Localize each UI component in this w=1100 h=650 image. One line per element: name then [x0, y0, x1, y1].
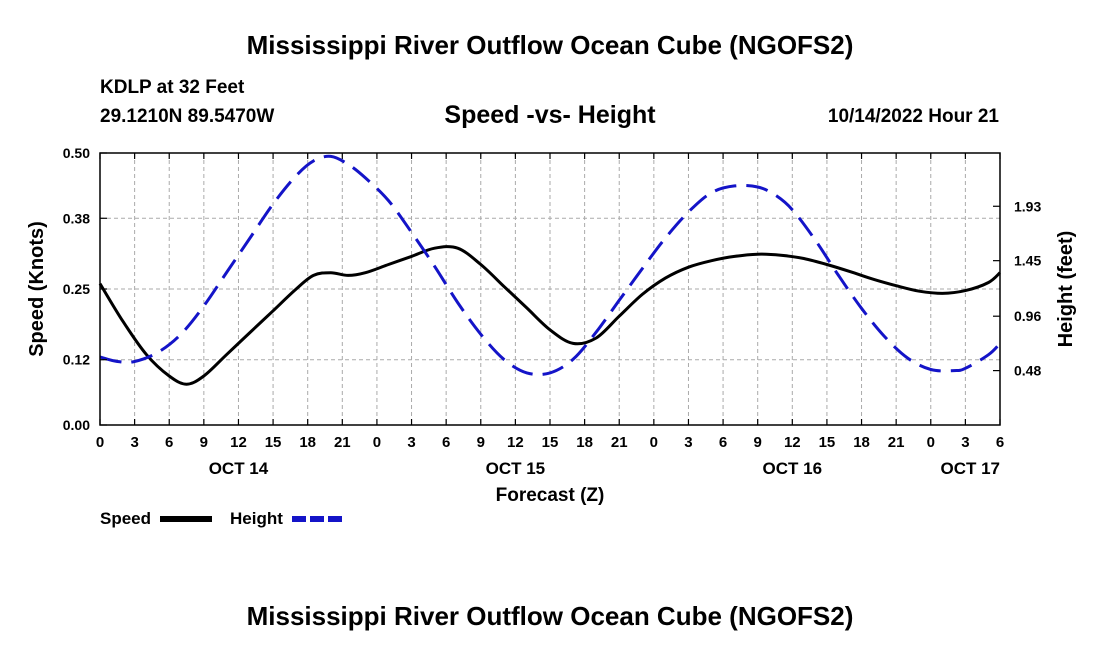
x-tick-label: 12: [507, 434, 524, 451]
x-tick-label: 9: [477, 434, 485, 451]
x-tick-label: 21: [334, 434, 351, 451]
series-line-speed: [98, 245, 1002, 386]
y-left-tick-label: 0.50: [63, 145, 90, 161]
x-tick-label: 0: [373, 434, 381, 451]
y-left-tick-label: 0.12: [63, 352, 90, 368]
x-tick-label: 0: [650, 434, 658, 451]
x-tick-label: 18: [853, 434, 870, 451]
y-right-tick-label: 1.45: [1014, 253, 1041, 269]
x-tick-label: 3: [130, 434, 138, 451]
x-tick-label: 18: [299, 434, 316, 451]
x-tick-label: 15: [819, 434, 836, 451]
x-tick-label: 9: [200, 434, 208, 451]
date-label: OCT 17: [940, 459, 1000, 478]
x-tick-label: 3: [684, 434, 692, 451]
x-tick-label: 21: [611, 434, 628, 451]
footer-title: Mississippi River Outflow Ocean Cube (NG…: [246, 601, 854, 631]
x-tick-label: 6: [996, 434, 1004, 451]
issued-time-label: 10/14/2022 Hour 21: [827, 106, 999, 127]
series-layer: [98, 154, 1002, 386]
chart-title: Mississippi River Outflow Ocean Cube (NG…: [246, 30, 854, 60]
date-label: OCT 14: [209, 459, 269, 478]
x-tick-label: 12: [230, 434, 247, 451]
location-label: 29.1210N 89.5470W: [100, 106, 275, 127]
legend-label-speed: Speed: [100, 509, 151, 528]
y-left-tick-label: 0.38: [63, 210, 90, 226]
chart-subtitle: Speed -vs- Height: [444, 101, 656, 129]
x-tick-label: 3: [961, 434, 969, 451]
y-left-tick-label: 0.25: [63, 281, 90, 297]
axis-labels: 0 3 6 9 12 15 18 21 0 3 6 9 12 15 18 21 0 3 6 9 12 15 18 21 0 3 6 0…: [26, 145, 1077, 506]
x-tick-label: 3: [407, 434, 415, 451]
grid-lines: [100, 153, 1000, 425]
date-label: OCT 16: [763, 459, 823, 478]
y-right-tick-label: 0.96: [1014, 308, 1041, 324]
x-tick-label: 6: [442, 434, 450, 451]
x-tick-label: 6: [719, 434, 727, 451]
x-tick-label: 15: [542, 434, 559, 451]
legend-label-height: Height: [230, 509, 283, 528]
legend: Speed Height: [100, 509, 342, 528]
x-axis-title: Forecast (Z): [496, 485, 605, 506]
x-tick-label: 0: [96, 434, 104, 451]
y-left-tick-label: 0.00: [63, 417, 90, 433]
date-label: OCT 15: [486, 459, 546, 478]
x-tick-label: 0: [927, 434, 935, 451]
x-tick-label: 6: [165, 434, 173, 451]
axis-ticks: [99, 152, 1001, 426]
y-right-axis-title: Height (feet): [1055, 231, 1077, 348]
x-tick-label: 21: [888, 434, 905, 451]
x-tick-label: 18: [576, 434, 593, 451]
station-label: KDLP at 32 Feet: [100, 77, 245, 98]
y-right-tick-label: 0.48: [1014, 363, 1041, 379]
x-tick-label: 9: [754, 434, 762, 451]
series-line-height: [99, 154, 1002, 377]
y-right-tick-label: 1.93: [1014, 198, 1041, 214]
x-tick-label: 12: [784, 434, 801, 451]
y-left-axis-title: Speed (Knots): [26, 221, 48, 357]
x-tick-label: 15: [265, 434, 282, 451]
